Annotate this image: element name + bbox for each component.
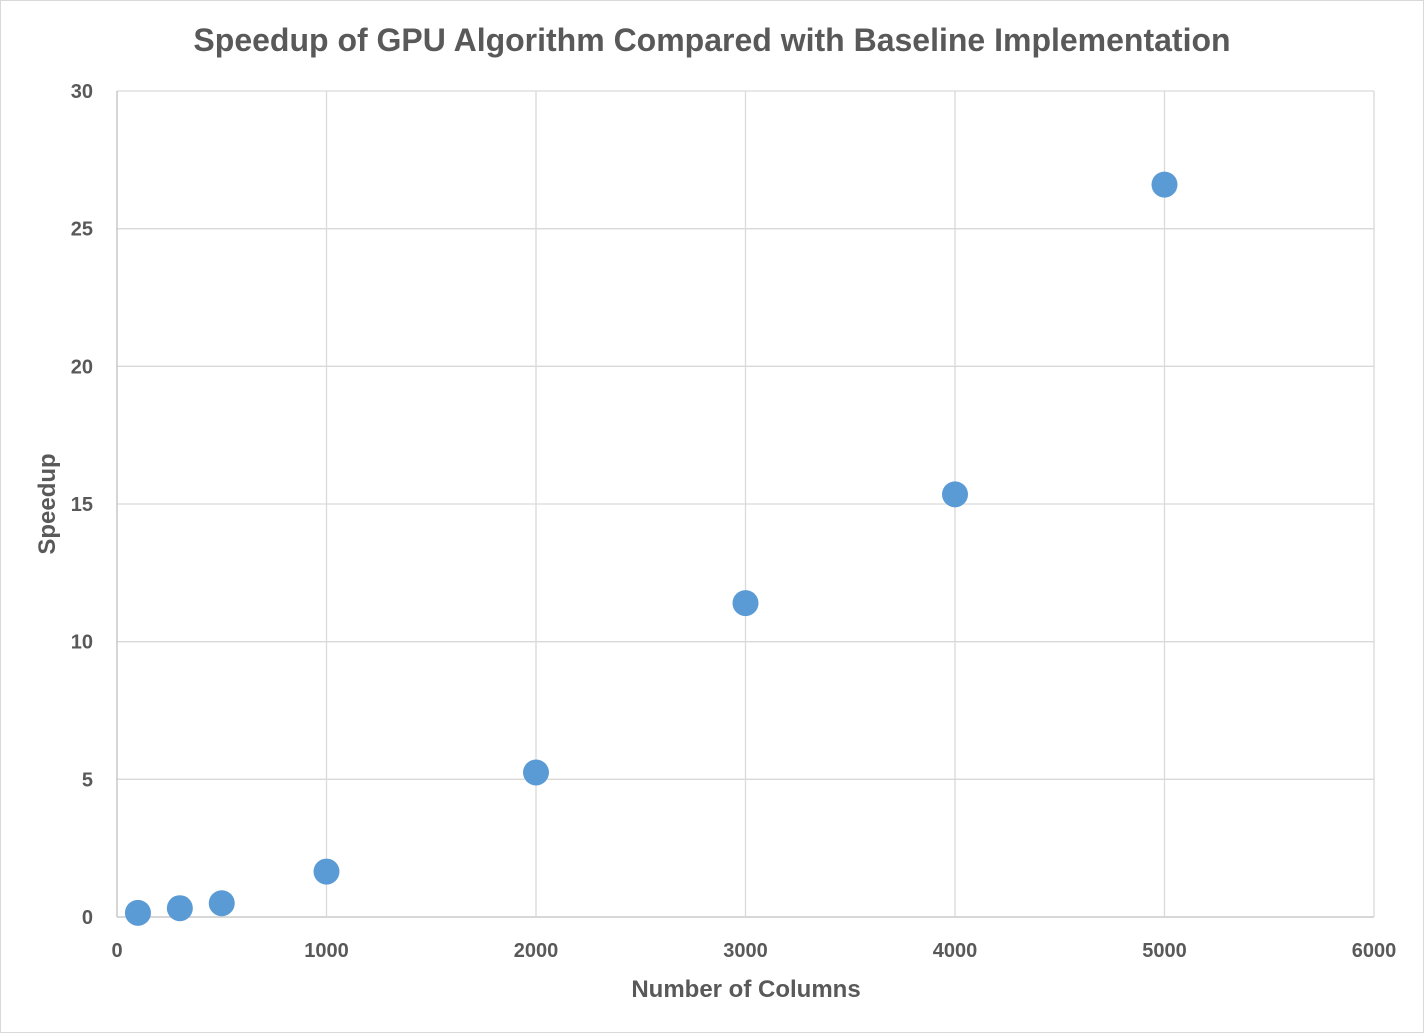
x-tick-label: 3000 [723,940,768,962]
x-axis-title: Number of Columns [631,976,860,1003]
y-tick-label: 0 [82,907,93,929]
data-point [124,899,151,926]
y-axis-tick-labels: 0 5 10 15 20 25 30 [71,81,93,929]
x-tick-label: 4000 [933,940,978,962]
x-tick-label: 5000 [1142,940,1187,962]
data-point [208,890,235,917]
data-point [1151,171,1178,198]
y-tick-label: 30 [71,81,93,103]
x-tick-label: 6000 [1352,940,1397,962]
data-point [313,858,340,885]
data-point [523,759,549,786]
y-axis-title: Speedup [34,453,61,554]
y-tick-label: 10 [71,632,93,654]
y-tick-label: 5 [82,769,93,791]
y-tick-label: 15 [71,494,93,516]
data-point [732,590,759,617]
x-axis-tick-labels: 0 1000 2000 3000 4000 5000 6000 [111,940,1396,962]
x-tick-label: 2000 [514,940,559,962]
x-tick-label: 0 [111,940,122,962]
data-point [942,481,968,508]
chart-title: Speedup of GPU Algorithm Compared with B… [193,22,1230,58]
data-points [124,171,1178,926]
gridlines [116,90,1375,918]
data-point [166,895,193,922]
x-tick-label: 1000 [304,940,349,962]
y-tick-label: 25 [71,219,93,241]
y-tick-label: 20 [71,356,93,378]
